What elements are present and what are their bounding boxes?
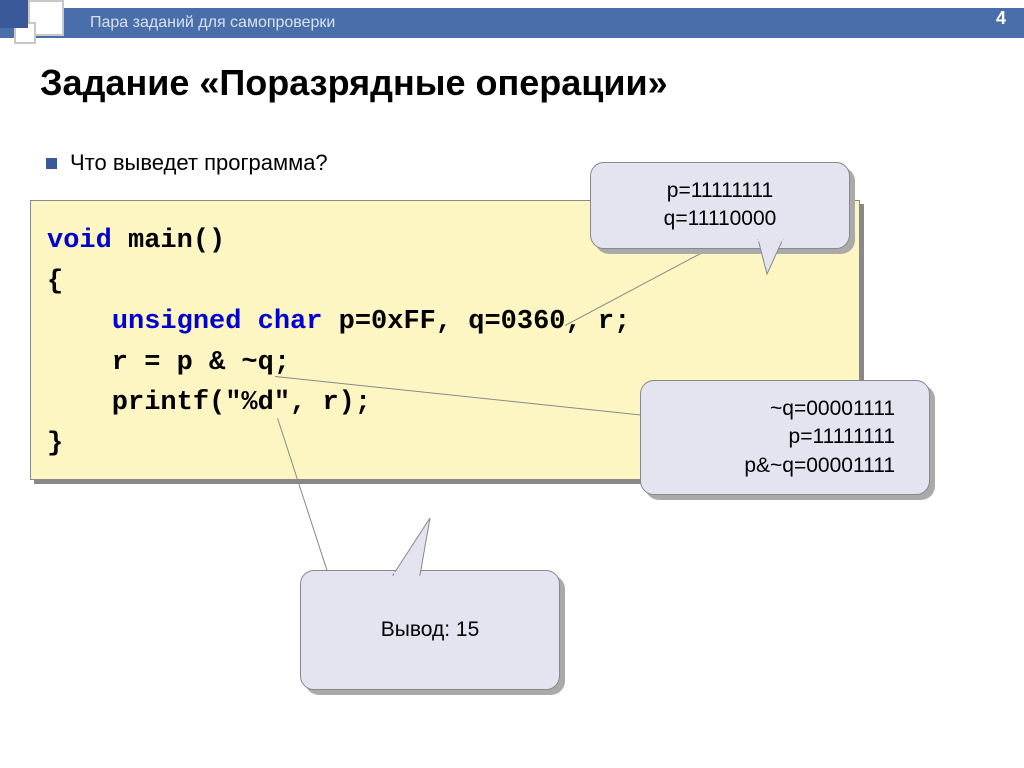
- code-l3-rest: p=0xFF, q=0360, r;: [322, 307, 630, 337]
- code-l6: }: [47, 429, 63, 459]
- corner-logo: [0, 0, 64, 46]
- header-bar: Пара заданий для самопроверки: [0, 8, 1024, 38]
- code-kw-uchar: unsigned char: [112, 307, 323, 337]
- callout-right-l3: p&~q=00001111: [663, 452, 895, 480]
- code-l4: r = p & ~q;: [47, 348, 290, 378]
- callout-top: p=11111111 q=11110000: [590, 162, 850, 249]
- callout-right: ~q=00001111 p=11111111 p&~q=00001111: [640, 380, 930, 495]
- code-kw-void: void: [47, 226, 112, 256]
- breadcrumb: Пара заданий для самопроверки: [90, 14, 335, 32]
- code-l2: {: [47, 267, 63, 297]
- code-l5: printf("%d", r);: [47, 388, 371, 418]
- bullet-icon: [46, 158, 57, 169]
- callout-top-l1: p=11111111: [613, 177, 827, 205]
- slide-number: 4: [996, 8, 1006, 29]
- callout-bottom: Вывод: 15: [300, 570, 560, 690]
- callout-bottom-tail: [388, 518, 438, 576]
- page-title: Задание «Поразрядные операции»: [40, 62, 668, 104]
- question-text: Что выведет программа?: [70, 150, 328, 176]
- callout-right-l1: ~q=00001111: [663, 395, 895, 423]
- callout-top-l2: q=11110000: [613, 205, 827, 233]
- code-l1-rest: main(): [112, 226, 225, 256]
- callout-top-tail: [753, 239, 793, 279]
- callout-bottom-text: Вывод: 15: [381, 616, 480, 644]
- callout-right-l2: p=11111111: [663, 423, 895, 451]
